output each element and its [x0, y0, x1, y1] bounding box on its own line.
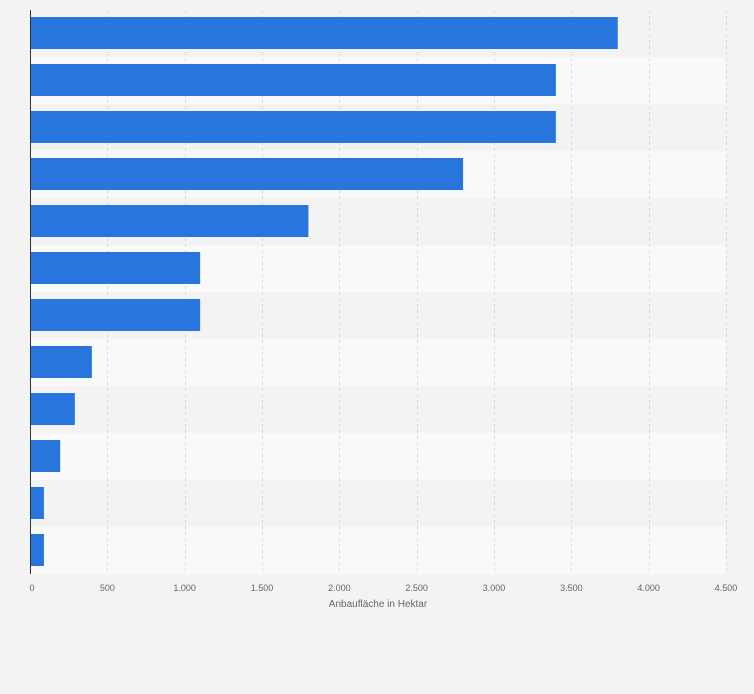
- bar: [30, 111, 556, 143]
- x-tick-label: 1.500: [251, 583, 274, 593]
- x-tick-label: 0: [29, 583, 34, 593]
- bars: [30, 17, 618, 566]
- row-band: [30, 339, 726, 386]
- x-tick-label: 3.000: [483, 583, 506, 593]
- bar: [30, 299, 201, 331]
- x-tick-label: 1.000: [173, 583, 196, 593]
- x-tick-label: 4.000: [637, 583, 660, 593]
- row-band: [30, 527, 726, 574]
- x-tick-label: 2.500: [405, 583, 428, 593]
- bar: [30, 487, 44, 519]
- bar: [30, 158, 464, 190]
- bar: [30, 17, 618, 49]
- bar: [30, 393, 75, 425]
- bar: [30, 205, 309, 237]
- x-tick-labels: 0 500 1.000 1.500 2.000 2.500 3.000 3.500 4.000 4…: [29, 583, 737, 593]
- x-tick-label: 4.500: [715, 583, 738, 593]
- row-band: [30, 433, 726, 480]
- bar: [30, 252, 201, 284]
- x-tick-label: 2.000: [328, 583, 351, 593]
- bar: [30, 64, 556, 96]
- x-tick-label: 500: [100, 583, 115, 593]
- row-band: [30, 386, 726, 433]
- bar: [30, 440, 61, 472]
- grid-lines: [107, 10, 727, 574]
- x-axis-label: Anbaufläche in Hektar: [329, 599, 428, 610]
- bar: [30, 346, 92, 378]
- bar: [30, 534, 44, 566]
- row-band: [30, 480, 726, 527]
- x-tick-label: 3.500: [560, 583, 583, 593]
